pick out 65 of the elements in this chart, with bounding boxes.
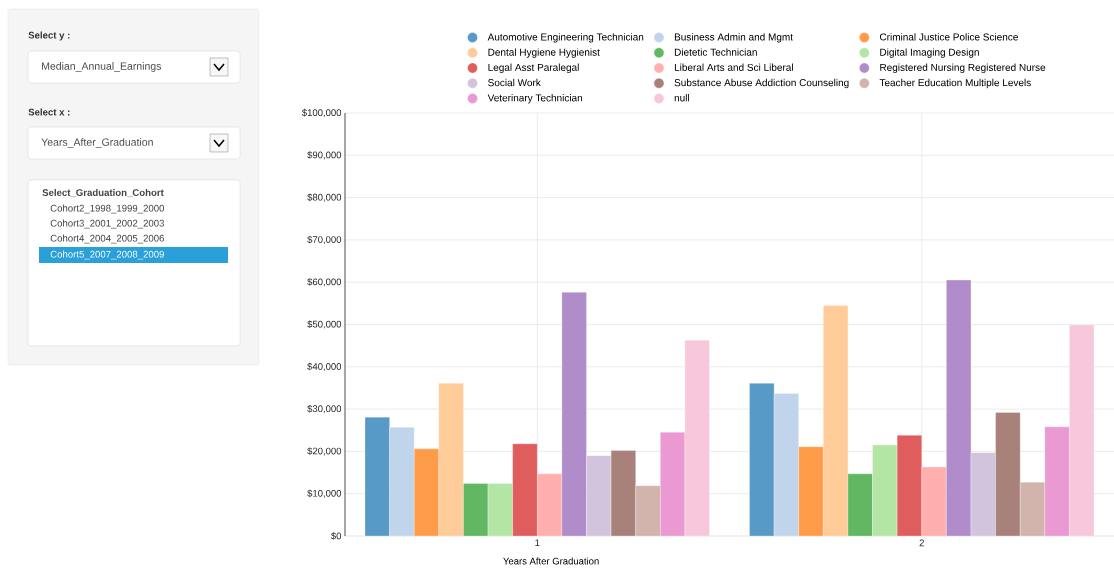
bar: [798, 446, 824, 536]
bar: [921, 466, 947, 536]
x-tick-label: 1: [535, 539, 540, 547]
bar: [389, 427, 415, 536]
y-tick-label: $40,000: [307, 362, 342, 371]
bar: [364, 416, 390, 536]
legend-label: Veterinary Technician: [487, 94, 583, 104]
text: Cohort3_2001_2002_2003: [50, 219, 164, 229]
legend-label: Automotive Engineering Technician: [487, 33, 644, 43]
legend-label: Teacher Education Multiple Levels: [879, 78, 1031, 89]
y-tick-label: $0: [331, 532, 342, 540]
bar: [970, 452, 996, 536]
y-tick-label: $90,000: [307, 151, 342, 160]
bar: [463, 483, 489, 536]
y-tick-label: $60,000: [307, 278, 342, 287]
legend-label: Legal Asst Paralegal: [488, 63, 579, 73]
bar: [660, 432, 686, 536]
bar: [897, 435, 922, 536]
legend-label: Criminal Justice Police Science: [879, 33, 1018, 41]
bar: [635, 485, 661, 536]
bar: [773, 393, 799, 536]
legend-label: null: [674, 94, 689, 102]
y-tick-label: $80,000: [307, 193, 342, 202]
bar: [1044, 426, 1070, 536]
legend-label: Dietetic Technician: [674, 48, 757, 56]
bar: [537, 473, 563, 536]
bar: [823, 305, 849, 536]
text: Select_Graduation_Cohort: [42, 188, 164, 198]
text: Cohort4_2004_2005_2006: [50, 234, 164, 244]
text: Cohort2_1998_1999_2000: [50, 204, 165, 214]
text: Median_Annual_Earnings: [42, 62, 162, 72]
bar: [749, 383, 775, 536]
bar: [946, 279, 972, 536]
x-tick-label: 2: [919, 539, 924, 547]
bar: [847, 473, 873, 536]
bar: [414, 448, 439, 536]
text: Years_After_Graduation: [41, 138, 153, 148]
y-tick-label: $100,000: [301, 108, 342, 118]
bar: [512, 443, 538, 536]
legend-label: Business Admin and Mgmt: [674, 33, 793, 43]
legend-label: Registered Nursing Registered Nurse: [880, 63, 1046, 73]
bar: [684, 340, 710, 536]
text: Select y :: [28, 31, 70, 41]
bar: [586, 455, 612, 536]
y-tick-label: $30,000: [307, 404, 342, 414]
bar: [438, 383, 464, 536]
legend-label: Liberal Arts and Sci Liberal: [674, 63, 793, 71]
bar: [1069, 324, 1095, 536]
legend-label: Substance Abuse Addiction Counseling: [674, 78, 849, 89]
y-tick-label: $20,000: [307, 447, 342, 456]
bar: [610, 450, 636, 536]
bar: [995, 412, 1021, 536]
bar: [872, 444, 898, 536]
legend-label: Social Work: [488, 78, 541, 87]
text: Select x :: [28, 108, 70, 116]
y-tick-label: $10,000: [307, 489, 342, 498]
text: Cohort5_2007_2008_2009: [50, 250, 164, 260]
y-tick-label: $70,000: [307, 235, 342, 245]
bar: [561, 292, 587, 536]
y-tick-label: $50,000: [307, 320, 342, 329]
x-axis-title: Years After Graduation: [503, 557, 599, 565]
legend-label: Dental Hygiene Hygienist: [488, 48, 600, 58]
bar: [487, 483, 513, 536]
bar: [1020, 482, 1045, 536]
legend-label: Digital Imaging Design: [880, 48, 979, 58]
